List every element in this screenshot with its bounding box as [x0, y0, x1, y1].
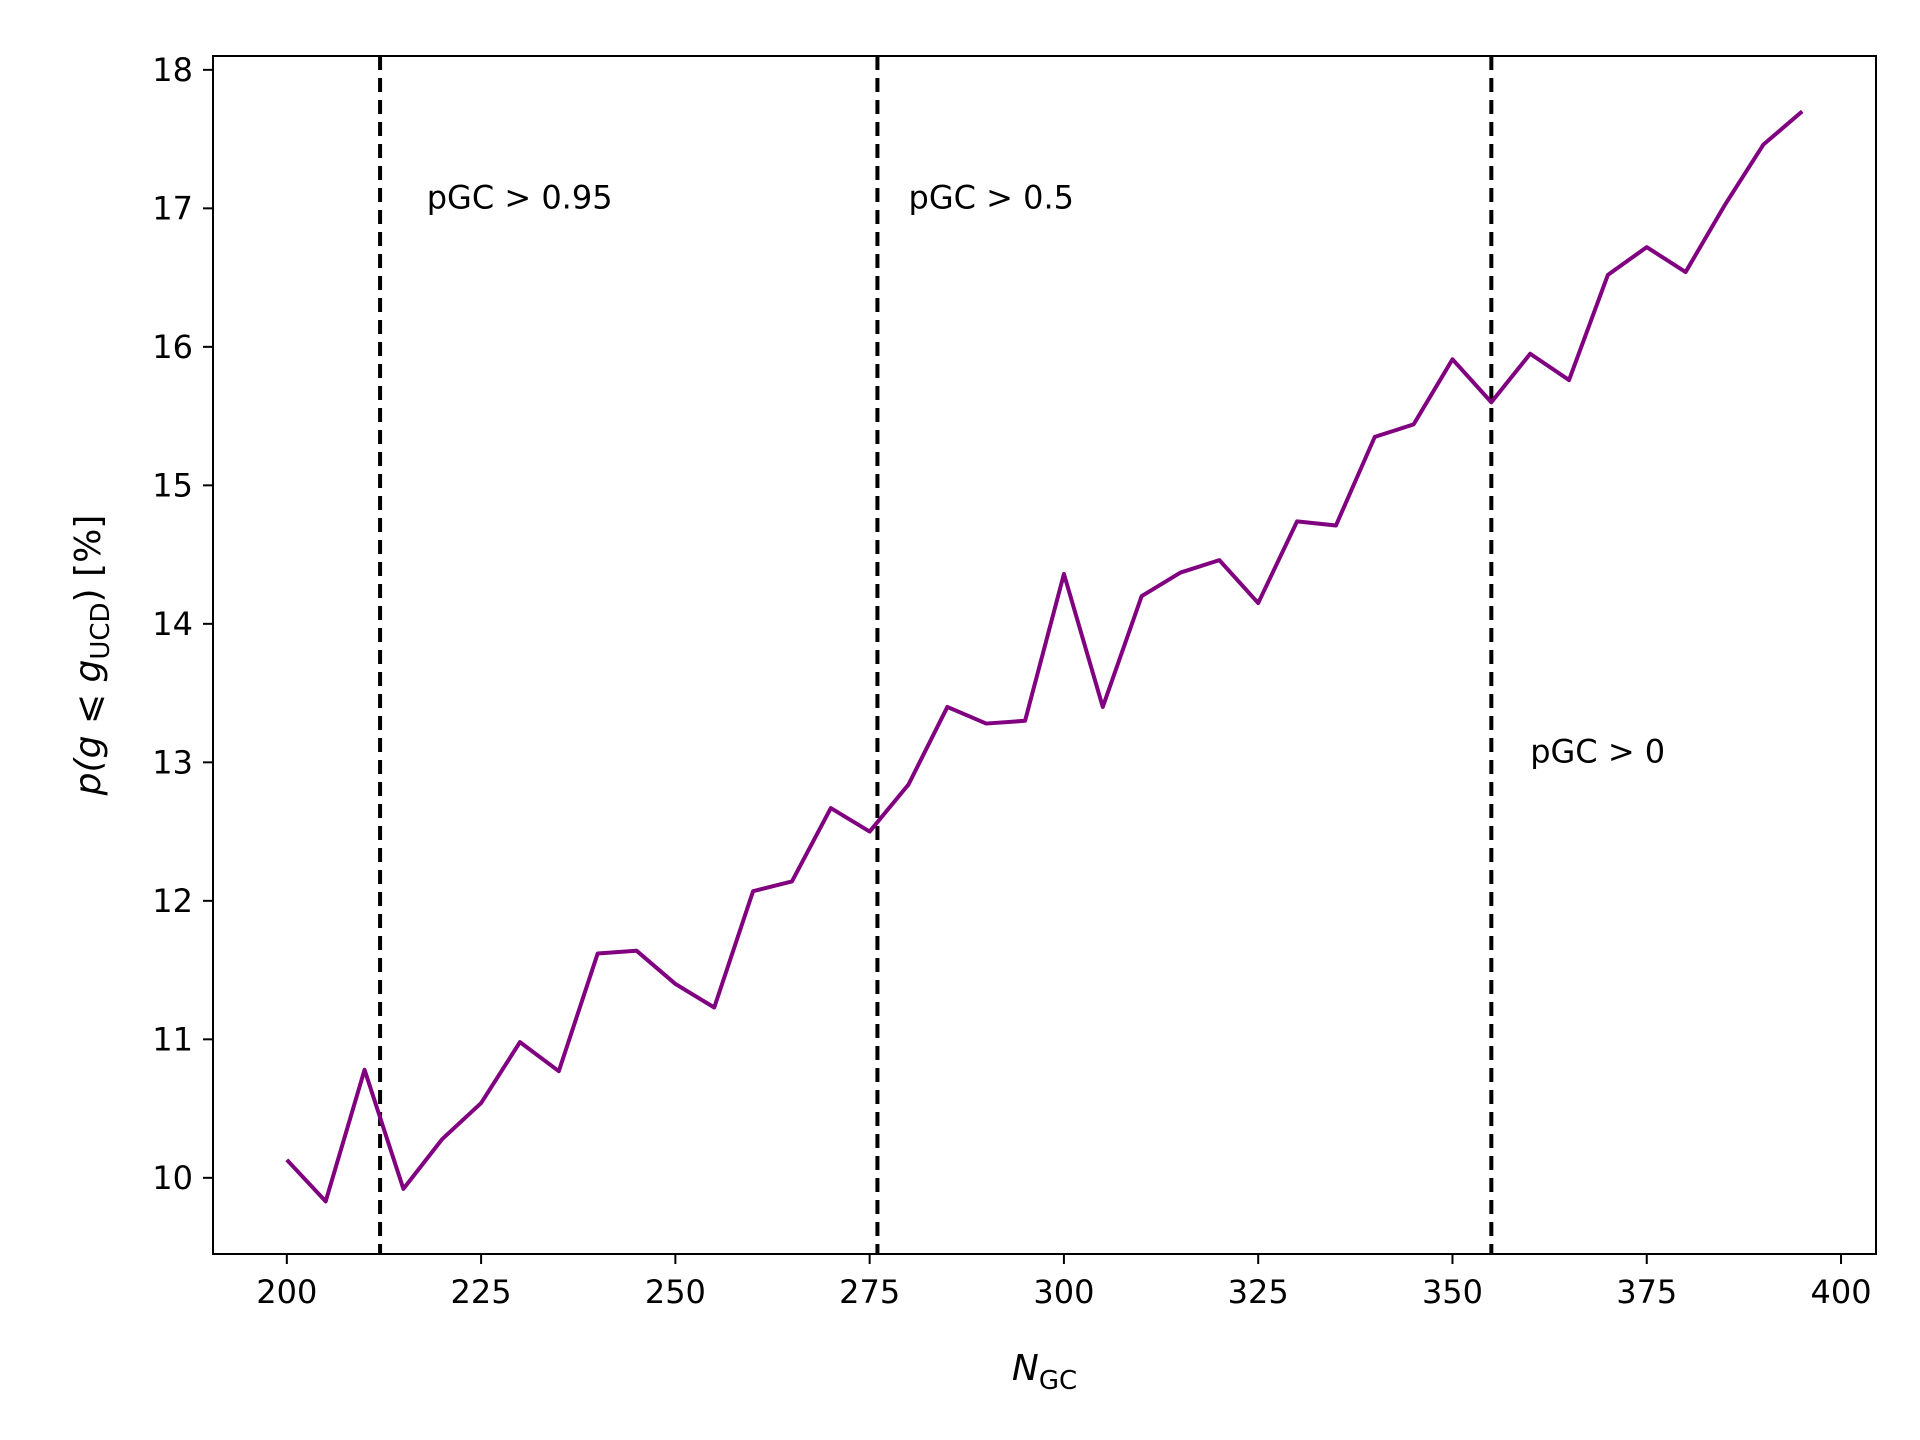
y-tick-label: 15 [152, 466, 193, 504]
x-axis-label-sub: GC [1039, 1366, 1077, 1396]
x-tick-label: 375 [1616, 1273, 1677, 1311]
annotation-label: pGC > 0 [1530, 732, 1665, 770]
y-tick-label: 16 [152, 328, 193, 366]
x-tick-label: 200 [256, 1273, 317, 1311]
x-axis: 200 225 250 275 300 325 350 375 400 [256, 1254, 1872, 1311]
series-line [285, 109, 1804, 1204]
x-tick-label: 275 [839, 1273, 900, 1311]
x-tick-label: 225 [451, 1273, 512, 1311]
x-axis-label: NGC [1012, 1348, 1077, 1396]
x-tick-label: 400 [1810, 1273, 1871, 1311]
y-axis-label-post: ) [%] [68, 515, 109, 603]
y-tick-label: 18 [152, 51, 193, 89]
x-tick-label: 300 [1033, 1273, 1094, 1311]
annotation-label: pGC > 0.5 [909, 178, 1075, 216]
annotation-label: pGC > 0.95 [427, 178, 613, 216]
y-axis-label-pre: p(g ⩽ g [68, 660, 109, 797]
y-tick-label: 13 [152, 743, 193, 781]
y-axis-label: p(g ⩽ gUCD) [%] [68, 515, 116, 797]
x-axis-label-main: N [1012, 1348, 1039, 1389]
y-axis: 10 11 12 13 14 15 16 17 18 [152, 51, 213, 1197]
y-tick-label: 12 [152, 882, 193, 920]
x-tick-label: 350 [1422, 1273, 1483, 1311]
y-tick-label: 10 [152, 1159, 193, 1197]
annotations: pGC > 0.95 pGC > 0.5 pGC > 0 [427, 178, 1665, 770]
series-group [285, 109, 1804, 1204]
y-tick-label: 17 [152, 189, 193, 227]
plot-frame [212, 55, 1877, 1255]
reference-lines [378, 56, 1494, 1254]
x-tick-label: 250 [645, 1273, 706, 1311]
x-tick-label: 325 [1228, 1273, 1289, 1311]
y-tick-label: 11 [152, 1020, 193, 1058]
y-tick-label: 14 [152, 605, 193, 643]
y-axis-label-sub: UCD [86, 602, 116, 659]
